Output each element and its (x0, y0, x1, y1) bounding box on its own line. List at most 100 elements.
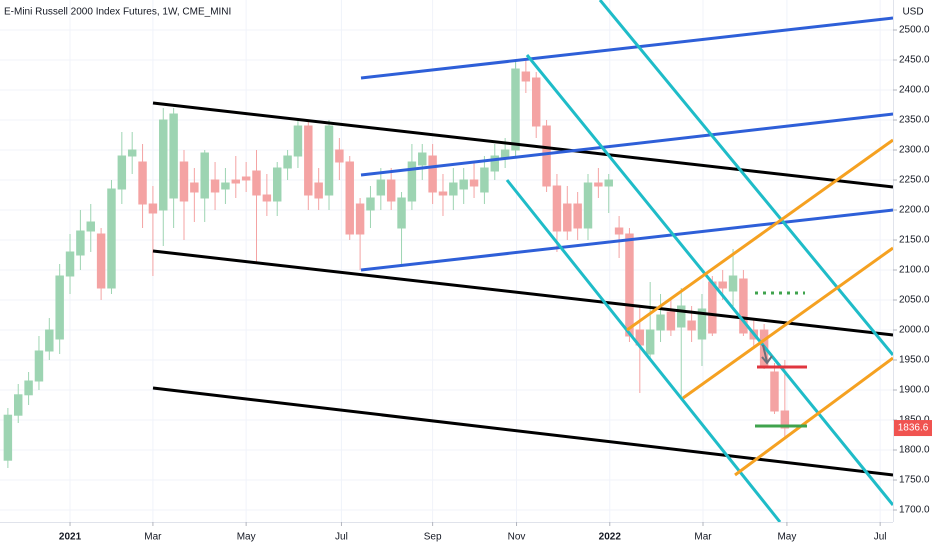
candle-body (728, 275, 738, 292)
candle-body (697, 308, 707, 340)
y-tick-label: 1950.0 (899, 355, 930, 366)
candle-body (386, 179, 396, 202)
candle-body (604, 179, 613, 187)
candle-body (614, 227, 624, 235)
trend-line (152, 386, 893, 477)
y-tick-label: 2150.0 (899, 235, 930, 246)
x-tick-label: Jul (874, 532, 887, 543)
candle-body (366, 197, 375, 211)
candle-body (345, 161, 354, 235)
candle-body (3, 414, 13, 461)
candle-body (159, 119, 168, 211)
candle-body (469, 179, 479, 187)
candle-body (76, 230, 85, 256)
trend-line (360, 112, 893, 177)
candle-body (304, 125, 313, 196)
drawings (152, 0, 893, 522)
trend-line (734, 356, 893, 477)
x-tick-label: Jul (335, 532, 348, 543)
candle-body (656, 314, 665, 331)
candle-body (148, 203, 158, 214)
y-tick-label: 1700.0 (899, 505, 930, 516)
trend-line (152, 101, 893, 189)
candle-body (376, 179, 386, 196)
arrow (761, 344, 773, 365)
candle-body (241, 176, 251, 181)
y-tick-label: 2300.0 (899, 145, 930, 156)
last-price-label: 1836.6 (898, 423, 929, 434)
y-tick-label: 1750.0 (899, 475, 930, 486)
x-tick-label: May (237, 532, 256, 543)
candle-body (117, 155, 127, 190)
trend-line (152, 249, 893, 337)
candle-body (718, 281, 727, 289)
trend-line (626, 138, 893, 332)
candle-body (138, 161, 147, 205)
candle-body (210, 179, 220, 193)
x-tick-label: Mar (694, 532, 712, 543)
y-tick-label: 2050.0 (899, 295, 930, 306)
candle-body (314, 182, 323, 199)
candle-body (407, 161, 417, 202)
candle-body (573, 203, 582, 229)
candle-body (531, 77, 541, 127)
y-tick-label: 2400.0 (899, 85, 930, 96)
candle-body (169, 113, 178, 199)
candle-body (65, 251, 75, 277)
candle-body (428, 155, 437, 193)
axes: 1700.01750.01800.01850.01900.01950.02000… (59, 25, 932, 543)
trend-line (598, 0, 893, 356)
y-tick-label: 2450.0 (899, 55, 930, 66)
candle-body (438, 191, 448, 196)
candle-body (34, 350, 44, 382)
candle-body (14, 394, 23, 416)
x-tick-label: Nov (508, 532, 526, 543)
candle-body (272, 167, 282, 202)
candle-body (583, 182, 593, 229)
candle-body (770, 371, 779, 412)
candle-body (252, 170, 261, 196)
candle-body (190, 182, 199, 193)
y-tick-label: 2100.0 (899, 265, 930, 276)
candle-body (645, 329, 655, 355)
y-tick-label: 2250.0 (899, 175, 930, 186)
trend-line (360, 16, 893, 80)
candle-body (542, 125, 551, 187)
candle-body (262, 194, 272, 202)
candle-body (780, 410, 790, 429)
candle-body (480, 167, 489, 193)
trend-line (682, 246, 893, 400)
trend-line (360, 208, 893, 272)
candle-body (55, 275, 64, 340)
candle-body (739, 278, 748, 334)
candle-body (293, 125, 303, 157)
last-price-box (894, 420, 932, 437)
candle-body (687, 320, 696, 331)
x-tick-label: May (777, 532, 796, 543)
candle-body (221, 182, 230, 190)
y-tick-label: 2200.0 (899, 205, 930, 216)
chart-title: E-Mini Russell 2000 Index Futures, 1W, C… (4, 7, 231, 18)
x-tick-label: 2021 (59, 532, 82, 543)
candle-body (86, 221, 95, 232)
candle-body (179, 161, 189, 202)
x-tick-label: Sep (424, 532, 442, 543)
axis-unit: USD (902, 7, 923, 18)
candle-body (96, 233, 106, 289)
candle-body (397, 197, 406, 229)
x-tick-label: Mar (144, 532, 162, 543)
x-tick-label: 2022 (599, 532, 622, 543)
candle-body (283, 155, 292, 169)
candle-body (490, 155, 500, 172)
candle-body (200, 152, 209, 199)
candles (3, 60, 790, 468)
candle-body (231, 179, 241, 184)
candle-body (594, 182, 603, 187)
candle-body (45, 329, 54, 352)
candle-body (552, 185, 562, 232)
candle-body (335, 149, 344, 163)
candle-body (418, 152, 427, 166)
candle-body (625, 233, 634, 337)
